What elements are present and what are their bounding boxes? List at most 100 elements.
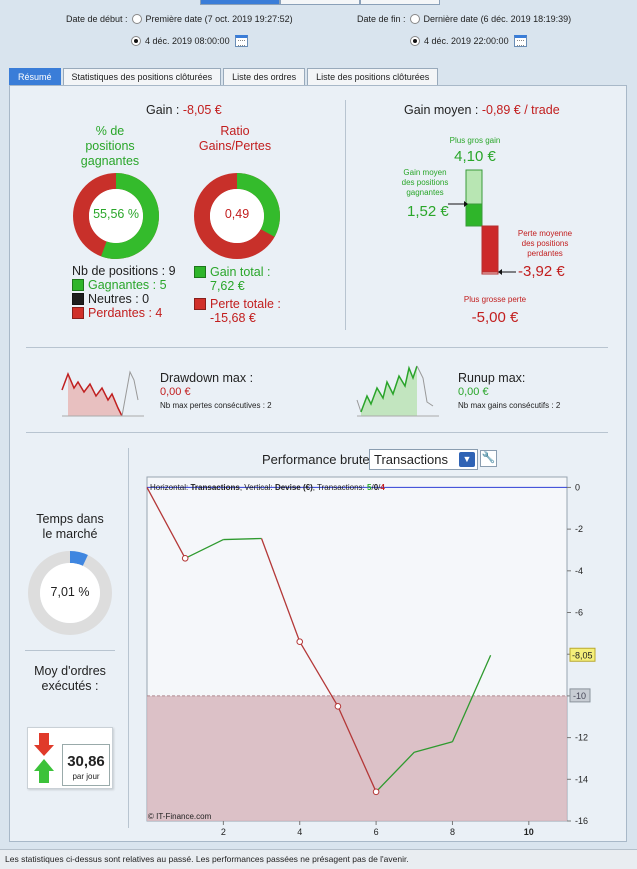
gain-moyen-label: Gain moyen :	[404, 103, 482, 117]
chart-header-count-neutral: 0	[373, 483, 379, 492]
start-first-radio[interactable]	[131, 14, 142, 24]
separator	[345, 100, 346, 330]
tab-liste-positions[interactable]: Liste des positions clôturées	[307, 68, 439, 85]
ordres-title-line: exécutés :	[41, 679, 99, 693]
y-tick-label: -6	[575, 608, 583, 618]
order-arrows-icon	[34, 733, 54, 783]
runup-value: 0,00 €	[458, 386, 489, 398]
separator	[26, 432, 608, 433]
drawdown-line	[61, 371, 123, 417]
series-segment	[375, 751, 415, 793]
ordres-unit: par jour	[72, 772, 100, 781]
perdantes: Perdantes : 4	[88, 306, 163, 320]
wrench-icon[interactable]: 🔧	[480, 450, 497, 467]
start-first-label[interactable]: Première date (7 oct. 2019 19:27:52)	[145, 14, 293, 24]
sell-arrow-icon	[34, 733, 54, 756]
perte-moyenne-label-line: des positions	[521, 239, 569, 248]
runup-line-head	[356, 399, 362, 413]
end-last-radio[interactable]	[409, 14, 420, 24]
ordres-title: Moy d'ordres exécutés :	[20, 664, 120, 694]
win-square-icon	[72, 279, 84, 291]
ratio-title-line: Ratio	[220, 124, 250, 138]
end-custom-label[interactable]: 4 déc. 2019 22:00:00	[424, 36, 509, 46]
pct-title-line: positions	[85, 139, 135, 153]
drawdown-line-tail	[121, 370, 139, 417]
chevron-down-icon[interactable]: ▼	[459, 452, 475, 467]
top-tab-2[interactable]	[280, 0, 360, 5]
end-custom-row: 4 déc. 2019 22:00:00	[406, 35, 527, 47]
series-segment	[299, 641, 339, 707]
win-square-icon	[194, 266, 206, 278]
tab-stats-positions[interactable]: Statistiques des positions clôturées	[62, 68, 222, 85]
loss-square-icon	[194, 298, 206, 310]
neutres: Neutres : 0	[88, 292, 150, 306]
gain-moyen-label-block: Gain moyen des positions gagnantes	[390, 168, 460, 198]
chart-header-slash: /	[371, 483, 374, 492]
start-custom-row: 4 déc. 2019 08:00:00	[127, 35, 248, 47]
positions-legend: Nb de positions : 9 Gagnantes : 5 Neutre…	[72, 264, 176, 320]
threshold-label-box	[569, 688, 591, 703]
gain-avg-bar	[465, 203, 483, 227]
drawdown-value: 0,00 €	[160, 386, 191, 398]
perte-moyenne-label-line: perdantes	[527, 249, 563, 258]
calendar-icon[interactable]	[234, 35, 248, 47]
drawdown-sparkline	[61, 370, 144, 417]
gain-max-bar	[465, 169, 483, 205]
pct-donut-hole	[89, 189, 143, 243]
loss-avg-bar	[481, 225, 499, 273]
start-custom-radio[interactable]	[131, 36, 141, 46]
chart-header-v: Devise (€)	[274, 483, 313, 492]
top-tab-1[interactable]	[200, 0, 280, 5]
gain-header: Gain : -8,05 €	[146, 103, 222, 117]
end-custom-radio[interactable]	[410, 36, 420, 46]
ratio-donut-hole	[210, 189, 264, 243]
gain-moyen-avg: 1,52 €	[407, 203, 449, 220]
temps-title-line: Temps dans	[36, 512, 104, 526]
separator	[25, 650, 115, 651]
chart-header-tx: , Transactions:	[312, 483, 367, 492]
tab-resume[interactable]: Résumé	[9, 68, 61, 85]
separator	[128, 448, 129, 828]
series-segment	[451, 654, 492, 743]
gain-total-value: 7,62 €	[210, 279, 245, 293]
chart-header: Horizontal: Transactions, Vertical: Devi…	[150, 483, 385, 492]
x-tick-label: 10	[524, 827, 534, 835]
top-tab-strip	[200, 0, 440, 5]
chart-header-count-loss: 4	[380, 483, 385, 492]
gain-moyen-label-line: des positions	[401, 178, 449, 187]
calendar-icon[interactable]	[513, 35, 527, 47]
top-tab-3[interactable]	[360, 0, 440, 5]
perf-select-value: Transactions	[374, 452, 448, 467]
data-point	[334, 703, 342, 710]
perte-moyenne-label-block: Perte moyenne des positions perdantes	[510, 229, 580, 259]
ratio-title-line: Gains/Pertes	[198, 139, 272, 153]
disclaimer-footer: Les statistiques ci-dessus sont relative…	[0, 849, 637, 869]
perte-totale-label: Perte totale :	[210, 297, 281, 311]
runup-fill	[361, 366, 417, 416]
data-point	[181, 555, 189, 562]
end-date-row: Date de fin : Dernière date (6 déc. 2019…	[357, 14, 571, 24]
drawdown-sub: Nb max pertes consécutives : 2	[160, 401, 272, 410]
tab-liste-ordres[interactable]: Liste des ordres	[223, 68, 306, 85]
pct-value: 55,56 %	[93, 207, 139, 221]
x-tick-label: 4	[297, 827, 302, 835]
ordres-value-card	[62, 744, 110, 786]
chart-header-prefix: Horizontal:	[150, 483, 191, 492]
start-custom-label[interactable]: 4 déc. 2019 08:00:00	[145, 36, 230, 46]
perf-select[interactable]: Transactions ▼	[369, 449, 478, 470]
plus-grosse-perte: -5,00 €	[471, 309, 519, 326]
gain-moyen-label-line: gagnantes	[406, 188, 444, 197]
chart-header-h: Transactions	[190, 483, 240, 492]
start-date-label: Date de début :	[66, 14, 128, 24]
x-tick-label: 8	[450, 827, 455, 835]
series-segment	[260, 538, 301, 642]
runup-line	[360, 365, 418, 413]
perf-title: Performance brute	[262, 452, 370, 467]
temps-donut-hole	[40, 563, 100, 623]
last-value-label: -8,05	[572, 650, 593, 660]
end-last-label[interactable]: Dernière date (6 déc. 2019 18:19:39)	[423, 14, 572, 24]
y-tick-label: -4	[575, 566, 583, 576]
x-tick-label: 6	[374, 827, 379, 835]
temps-value: 7,01 %	[50, 585, 90, 599]
ordres-value: 30,86	[67, 753, 105, 770]
